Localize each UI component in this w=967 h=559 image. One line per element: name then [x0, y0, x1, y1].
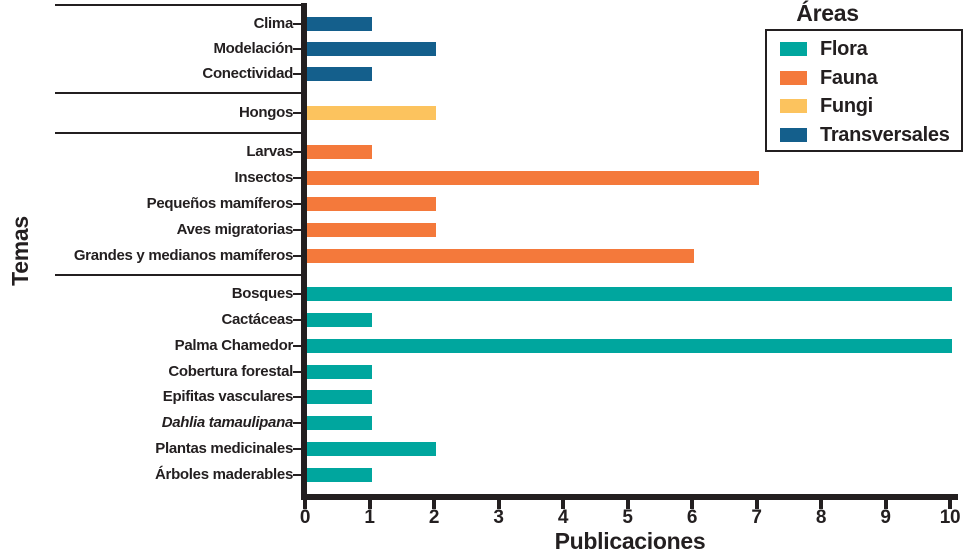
category-label: Larvas	[246, 143, 293, 160]
x-tick	[303, 500, 307, 509]
x-tick	[625, 500, 630, 509]
category-tick	[293, 422, 302, 425]
bar	[307, 249, 694, 263]
x-tick	[432, 500, 436, 509]
category-tick	[293, 318, 302, 321]
x-tick	[819, 500, 823, 509]
category-tick	[293, 255, 302, 257]
y-axis-line	[301, 3, 307, 500]
category-label: Cobertura forestal	[168, 362, 293, 380]
category-label: Hongos	[238, 104, 293, 121]
bar	[307, 364, 372, 379]
category-tick	[293, 448, 302, 451]
x-tick-label: 9	[880, 507, 891, 528]
category-tick	[293, 151, 302, 153]
legend-item-label: Transversales	[820, 123, 950, 146]
group-separator	[55, 132, 301, 134]
x-tick-label: 2	[428, 507, 440, 528]
legend-box: Flora Fauna Fungi Transversales	[765, 29, 963, 152]
category-tick	[293, 73, 302, 76]
x-tick-label: 10	[939, 507, 961, 528]
x-tick-label: 0	[299, 507, 311, 528]
x-tick	[496, 500, 501, 509]
x-tick-label: 5	[622, 507, 633, 528]
x-tick	[561, 500, 565, 509]
x-axis-line	[301, 494, 958, 500]
category-tick	[293, 474, 302, 477]
group-separator	[55, 92, 301, 94]
group-separator	[55, 4, 301, 6]
legend-swatch	[780, 70, 807, 85]
group-separator	[55, 274, 301, 276]
legend-swatch	[780, 127, 807, 142]
category-label: Epifitas vasculares	[162, 388, 294, 406]
bar	[307, 442, 436, 457]
bar	[307, 338, 952, 353]
bar	[307, 16, 372, 31]
category-tick	[293, 48, 302, 50]
legend-item: Fauna	[767, 64, 961, 93]
category-tick	[293, 177, 302, 179]
bar	[307, 286, 952, 301]
legend-item-label: Fungi	[820, 95, 873, 118]
legend-swatch	[780, 99, 807, 114]
x-tick	[754, 500, 759, 509]
bar	[307, 42, 436, 56]
bar	[307, 171, 759, 185]
x-axis-title: Publicaciones	[554, 528, 706, 554]
x-tick-label: 1	[364, 507, 375, 528]
category-label: Bosques	[231, 284, 294, 302]
category-label: Insectos	[234, 169, 294, 186]
bar	[307, 390, 372, 405]
category-tick	[293, 370, 302, 373]
category-tick	[293, 22, 302, 25]
bar	[307, 197, 436, 211]
x-tick-label: 3	[493, 507, 504, 528]
category-label: Palma Chamedor	[174, 336, 294, 354]
category-tick	[293, 112, 302, 114]
bar	[307, 145, 372, 159]
x-tick	[948, 500, 952, 509]
x-tick	[690, 500, 694, 509]
category-label: Clima	[253, 14, 294, 32]
legend-item: Fungi	[767, 92, 961, 121]
category-label: Grandes y medianos mamíferos	[73, 247, 293, 264]
category-tick	[293, 229, 302, 231]
bar	[307, 468, 372, 483]
legend-item: Transversales	[767, 121, 961, 150]
x-tick-label: 8	[815, 507, 827, 528]
category-label: Plantas medicinales	[155, 440, 293, 458]
category-label: Conectividad	[202, 65, 293, 83]
category-tick	[293, 396, 302, 399]
legend-swatch	[780, 42, 807, 57]
x-tick	[367, 500, 372, 509]
x-tick-label: 7	[751, 507, 762, 528]
category-label: Árboles maderables	[155, 466, 293, 484]
legend-item-label: Fauna	[820, 66, 878, 89]
category-label: Dahlia tamaulipana	[161, 414, 294, 432]
x-tick-label: 6	[686, 507, 698, 528]
bar	[307, 67, 372, 82]
x-tick-label: 4	[557, 507, 569, 528]
category-tick	[293, 292, 302, 295]
bar	[307, 312, 372, 327]
legend-title: Áreas	[796, 0, 859, 26]
category-tick	[293, 203, 302, 205]
x-tick	[883, 500, 888, 509]
legend-item-label: Flora	[820, 38, 868, 61]
bar	[307, 223, 436, 237]
category-label: Cactáceas	[221, 310, 293, 328]
category-tick	[293, 344, 302, 347]
bar	[307, 106, 436, 120]
category-label: Aves migratorias	[176, 221, 294, 238]
legend-item: Flora	[767, 35, 961, 64]
bar	[307, 416, 372, 431]
category-label: Pequeños mamíferos	[146, 195, 294, 212]
category-label: Modelación	[213, 40, 293, 57]
